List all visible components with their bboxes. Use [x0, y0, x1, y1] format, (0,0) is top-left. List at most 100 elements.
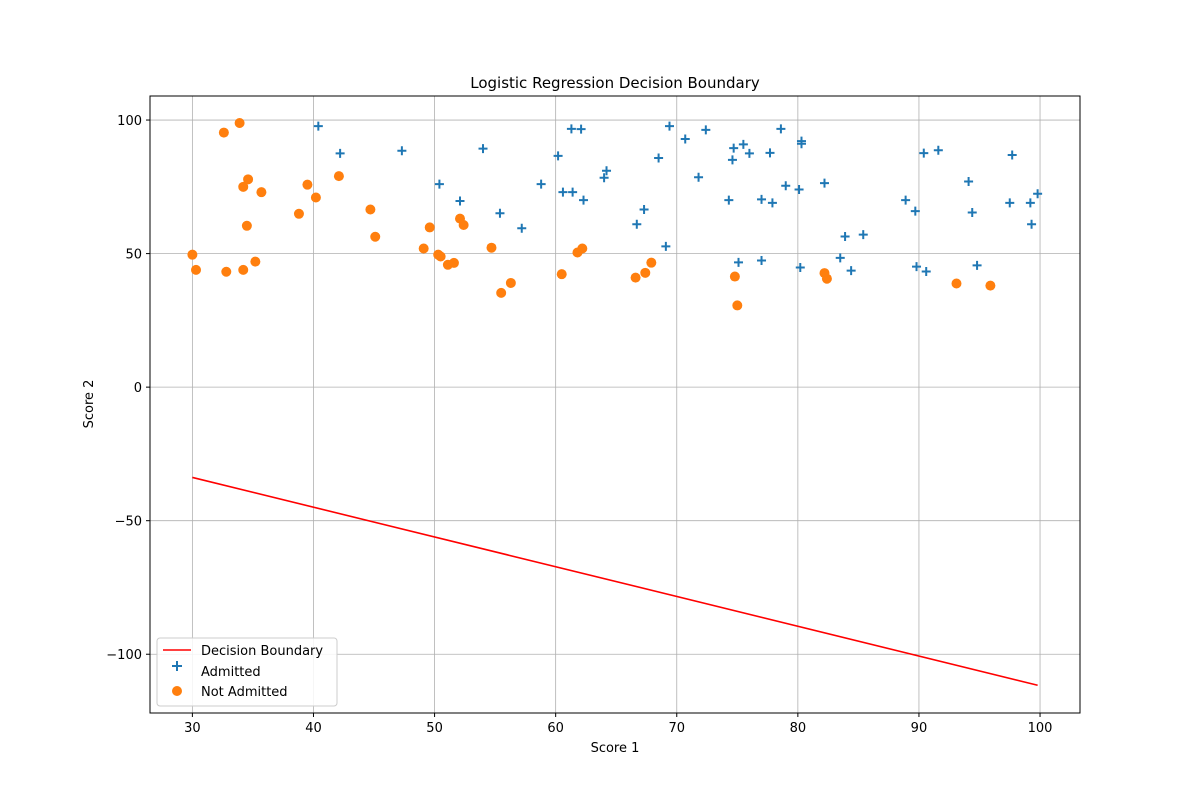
admitted-point: [602, 166, 612, 176]
plot-frame: [149, 95, 1081, 714]
not-admitted-point: [646, 257, 657, 268]
legend-label-admitted: Admitted: [201, 665, 261, 680]
admitted-point: [738, 139, 748, 149]
not-admitted-point: [333, 171, 344, 182]
y-axis-ticks: −100 −50 0 50 100: [106, 114, 150, 663]
admitted-point: [912, 262, 922, 272]
not-admitted-point: [435, 251, 446, 262]
admitted-point: [795, 262, 805, 272]
admitted-point: [972, 260, 982, 270]
admitted-point: [776, 124, 786, 134]
not-admitted-point: [630, 272, 641, 283]
x-axis-ticks: 30 40 50 60 70 80 90 100: [184, 713, 1052, 736]
admitted-point: [664, 121, 674, 131]
not-admitted-point: [310, 192, 321, 203]
not-admitted-point: [448, 257, 459, 268]
legend-label-decision-boundary: Decision Boundary: [201, 644, 323, 659]
x-tick-label: 60: [547, 721, 564, 736]
admitted-point: [632, 219, 642, 229]
not-admitted-point: [221, 266, 232, 277]
not-admitted-point: [729, 271, 740, 282]
legend-circle-swatch: [172, 686, 182, 696]
not-admitted-point: [191, 264, 202, 275]
admitted-point: [765, 148, 775, 158]
admitted-point: [553, 151, 563, 161]
admitted-point: [1025, 198, 1035, 208]
not-admitted-point: [243, 174, 254, 185]
x-axis-label: Score 1: [591, 741, 640, 756]
y-tick-label: −50: [115, 515, 142, 530]
admitted-point: [835, 253, 845, 263]
admitted-point: [757, 194, 767, 204]
admitted-point: [661, 241, 671, 251]
legend-plus-swatch: [172, 661, 182, 671]
not-admitted-point: [418, 243, 429, 254]
not-admitted-series: [187, 117, 996, 311]
x-tick-label: 80: [790, 721, 807, 736]
admitted-series: [313, 121, 1043, 276]
not-admitted-point: [365, 204, 376, 215]
not-admitted-point: [732, 300, 743, 311]
decision-boundary-series: [192, 476, 1038, 686]
not-admitted-point: [577, 243, 588, 254]
not-admitted-point: [458, 220, 469, 231]
y-tick-label: −100: [106, 648, 142, 663]
admitted-point: [599, 173, 609, 183]
admitted-point: [727, 155, 737, 165]
admitted-point: [967, 207, 977, 217]
chart-title: Logistic Regression Decision Boundary: [470, 74, 760, 92]
not-admitted-point: [496, 287, 507, 298]
admitted-point: [794, 184, 804, 194]
admitted-point: [536, 179, 546, 189]
x-tick-label: 40: [305, 721, 322, 736]
admitted-point: [397, 146, 407, 156]
admitted-point: [694, 172, 704, 182]
not-admitted-point: [424, 222, 435, 233]
admitted-point: [478, 144, 488, 154]
admitted-point: [680, 134, 690, 144]
admitted-point: [576, 124, 586, 134]
not-admitted-point: [250, 256, 261, 267]
admitted-point: [558, 187, 568, 197]
admitted-point: [744, 148, 754, 158]
admitted-point: [1027, 219, 1037, 229]
admitted-point: [1033, 189, 1043, 199]
not-admitted-point: [238, 264, 249, 275]
admitted-point: [910, 206, 920, 216]
x-tick-label: 30: [184, 721, 201, 736]
admitted-point: [921, 266, 931, 276]
admitted-point: [964, 176, 974, 186]
y-tick-label: 50: [125, 248, 142, 263]
not-admitted-point: [821, 273, 832, 284]
admitted-point: [639, 205, 649, 215]
not-admitted-point: [302, 179, 313, 190]
y-tick-label: 100: [117, 114, 142, 129]
not-admitted-point: [370, 231, 381, 242]
x-tick-label: 100: [1028, 721, 1053, 736]
admitted-point: [701, 125, 711, 135]
x-tick-label: 90: [911, 721, 928, 736]
admitted-point: [568, 187, 578, 197]
admitted-point: [654, 153, 664, 163]
decision-boundary-line: [192, 476, 1038, 686]
not-admitted-point: [985, 280, 996, 291]
admitted-point: [840, 231, 850, 241]
admitted-point: [455, 196, 465, 206]
not-admitted-point: [556, 269, 567, 280]
admitted-point: [729, 143, 739, 153]
x-tick-label: 70: [668, 721, 685, 736]
admitted-point: [858, 230, 868, 240]
admitted-point: [1005, 198, 1015, 208]
admitted-point: [434, 179, 444, 189]
admitted-point: [757, 256, 767, 266]
not-admitted-point: [293, 208, 304, 219]
admitted-point: [1007, 150, 1017, 160]
legend: Decision Boundary Admitted Not Admitted: [156, 637, 338, 707]
not-admitted-point: [256, 187, 267, 198]
y-tick-label: 0: [134, 381, 142, 396]
x-tick-label: 50: [426, 721, 443, 736]
legend-label-not-admitted: Not Admitted: [201, 685, 288, 700]
admitted-point: [767, 198, 777, 208]
admitted-point: [846, 266, 856, 276]
